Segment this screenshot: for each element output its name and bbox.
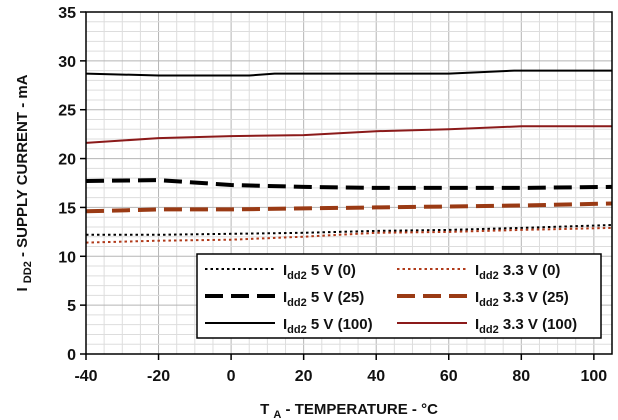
y-axis-title-subscript: DD2 (22, 261, 34, 283)
x-axis-title-rest: - TEMPERATURE - °C (286, 401, 439, 418)
y-tick-label: 30 (58, 54, 76, 71)
y-axis-title: I DD2 - SUPPLY CURRENT - mA (14, 74, 35, 291)
y-tick-label: 25 (58, 103, 76, 120)
x-tick-label: 100 (581, 368, 608, 385)
legend: Idd2 5 V (0) Idd2 3.3 V (0)Idd2 5 V (25) I… (197, 254, 601, 338)
x-ticks: -40 -20 0 20 40 60 80 100 (74, 354, 607, 385)
x-axis-title-main: T (260, 401, 269, 418)
series-line (86, 71, 612, 76)
y-axis-title-main: I (14, 287, 31, 291)
x-tick-label: 80 (512, 368, 530, 385)
x-tick-label: 40 (367, 368, 385, 385)
y-tick-label: 20 (58, 152, 76, 169)
y-tick-label: 35 (58, 5, 76, 22)
x-axis-title-subscript: A (273, 409, 281, 420)
y-tick-label: 10 (58, 249, 76, 266)
x-tick-label: 60 (440, 368, 458, 385)
series-line (86, 180, 612, 188)
x-tick-label: -40 (74, 368, 97, 385)
x-tick-label: -20 (147, 368, 170, 385)
y-tick-label: 15 (58, 200, 76, 217)
y-ticks: 0 5 10 15 20 25 30 35 (58, 5, 86, 364)
x-axis-title: T A - TEMPERATURE - °C (260, 401, 438, 420)
y-axis-title-rest: - SUPPLY CURRENT - mA (14, 74, 31, 257)
y-tick-label: 5 (67, 298, 76, 315)
y-tick-label: 0 (67, 347, 76, 364)
x-tick-label: 0 (227, 368, 236, 385)
x-tick-label: 20 (295, 368, 313, 385)
